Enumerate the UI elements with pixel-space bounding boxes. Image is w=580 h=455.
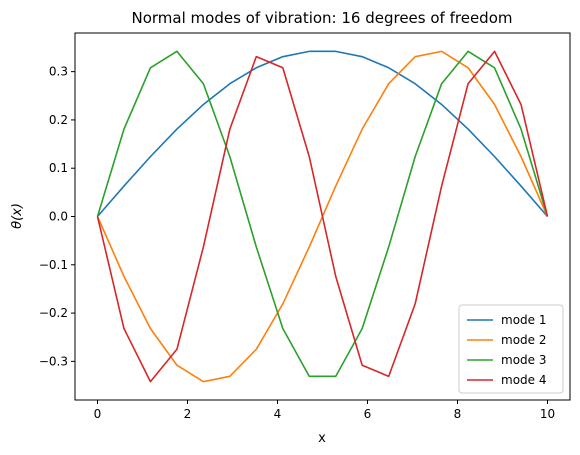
y-tick-label: −0.2 [39, 306, 68, 320]
y-tick-label: −0.3 [39, 354, 68, 368]
x-axis-label: x [318, 431, 326, 446]
series-line-mode-3 [96, 50, 549, 378]
y-tick-label: 0.0 [49, 210, 68, 224]
legend-label: mode 1 [501, 313, 546, 327]
series-line-mode-1 [96, 50, 549, 218]
x-tick-label: 6 [364, 407, 372, 421]
y-tick-label: 0.2 [49, 113, 68, 127]
y-tick-label: 0.3 [49, 65, 68, 79]
x-tick-label: 0 [94, 407, 102, 421]
legend-box [458, 304, 564, 394]
y-axis: −0.3 −0.2 −0.1 0.0 0.1 0.2 0.3 [39, 65, 75, 368]
x-tick-label: 8 [454, 407, 462, 421]
plot-lines [96, 50, 549, 383]
legend-label: mode 2 [501, 333, 546, 347]
y-tick-label: 0.1 [49, 161, 68, 175]
legend-label: mode 3 [501, 353, 546, 367]
x-tick-label: 2 [184, 407, 192, 421]
legend: mode 1 mode 2 mode 3 mode 4 [458, 304, 564, 394]
x-axis: 0 2 4 6 8 10 [94, 400, 555, 421]
chart-title: Normal modes of vibration: 16 degrees of… [132, 9, 513, 27]
legend-label: mode 4 [501, 373, 546, 387]
series-line-mode-4 [96, 50, 549, 383]
x-tick-label: 10 [540, 407, 555, 421]
y-axis-label: θ(x) [10, 203, 25, 229]
x-tick-label: 4 [274, 407, 282, 421]
y-tick-label: −0.1 [39, 258, 68, 272]
